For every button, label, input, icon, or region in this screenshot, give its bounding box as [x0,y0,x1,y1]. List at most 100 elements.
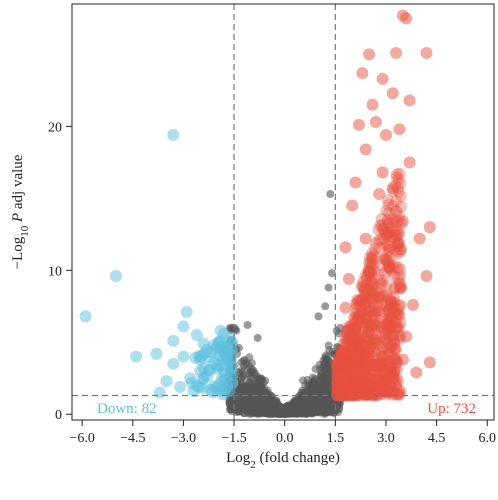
up-point [354,376,367,389]
up-point [385,368,398,381]
up-point [334,389,347,402]
up-point [362,267,375,280]
down-point [224,353,237,366]
up-point [377,222,390,235]
up-point [364,295,377,308]
down-point [180,306,193,319]
up-point [392,375,405,388]
up-point [379,128,392,141]
ns-point [321,351,330,360]
up-point [351,387,364,400]
up-point [345,318,358,331]
ns-point [238,400,247,409]
up-point [385,365,398,378]
up-point [349,378,362,391]
up-point [391,237,404,250]
up-point [372,317,385,330]
up-point [346,381,359,394]
up-point [343,389,356,402]
up-point [385,341,398,354]
up-point [346,378,359,391]
up-point [374,361,387,374]
up-point [348,321,361,334]
up-point [394,243,407,256]
up-point [339,388,352,401]
up-point [386,367,399,380]
up-point [333,389,346,402]
up-point [358,385,371,398]
up-point [368,320,381,333]
x-tick-label: −4.5 [120,431,145,446]
up-point [380,204,393,217]
up-point [346,330,359,343]
up-point [380,229,393,242]
up-point [359,342,372,355]
up-point [351,387,364,400]
ns-point [226,400,235,409]
up-point [377,223,390,236]
up-point [375,345,388,358]
up-point [359,388,372,401]
ns-point [250,406,259,415]
up-point [392,228,405,241]
up-point [333,389,346,402]
up-point [413,232,426,245]
up-point [347,388,360,401]
x-axis-title-sub: 2 [250,459,256,471]
up-point [382,229,395,242]
up-point [390,195,403,208]
x-axis-title: Log2 (fold change) [226,450,340,471]
up-point [332,382,345,395]
up-point [343,385,356,398]
up-point [369,242,382,255]
up-point [387,351,400,364]
up-point [342,381,355,394]
up-point [379,279,392,292]
up-point [363,326,376,339]
up-point [359,387,372,400]
up-point [339,385,352,398]
up-point [384,341,397,354]
up-point [391,321,404,334]
up-point [334,385,347,398]
up-point [336,356,349,369]
up-point [348,355,361,368]
up-point [384,318,397,331]
up-point [368,264,381,277]
up-point [382,312,395,325]
up-point [370,335,383,348]
up-point [400,12,413,25]
ns-point [329,370,338,379]
up-point [356,382,369,395]
up-point [388,343,401,356]
up-point [335,388,348,401]
down-point [203,351,216,364]
up-point [371,337,384,350]
up-point [362,385,375,398]
down-point [217,373,230,386]
axes: −6.0 −4.5 −3.0 −1.5 0.0 1.5 3.0 4.5 6.0 0 10 20 [48,120,496,446]
up-point [393,383,406,396]
up-point [349,355,362,368]
up-point [386,87,399,100]
up-point [357,385,370,398]
up-point [364,370,377,383]
down-point [207,339,220,352]
up-point [363,48,376,61]
up-point [372,305,385,318]
up-point [365,268,378,281]
y-tick-label: 20 [48,120,62,135]
up-point [383,348,396,361]
up-point [377,356,390,369]
down-point [150,347,163,360]
up-point [343,383,356,396]
ns-point [245,353,254,362]
up-point [389,342,402,355]
up-point [357,321,370,334]
up-point [348,385,361,398]
up-point [341,321,354,334]
up-point [381,216,394,229]
ns-point [336,397,345,406]
ns-point [299,376,308,385]
up-point [381,240,394,253]
